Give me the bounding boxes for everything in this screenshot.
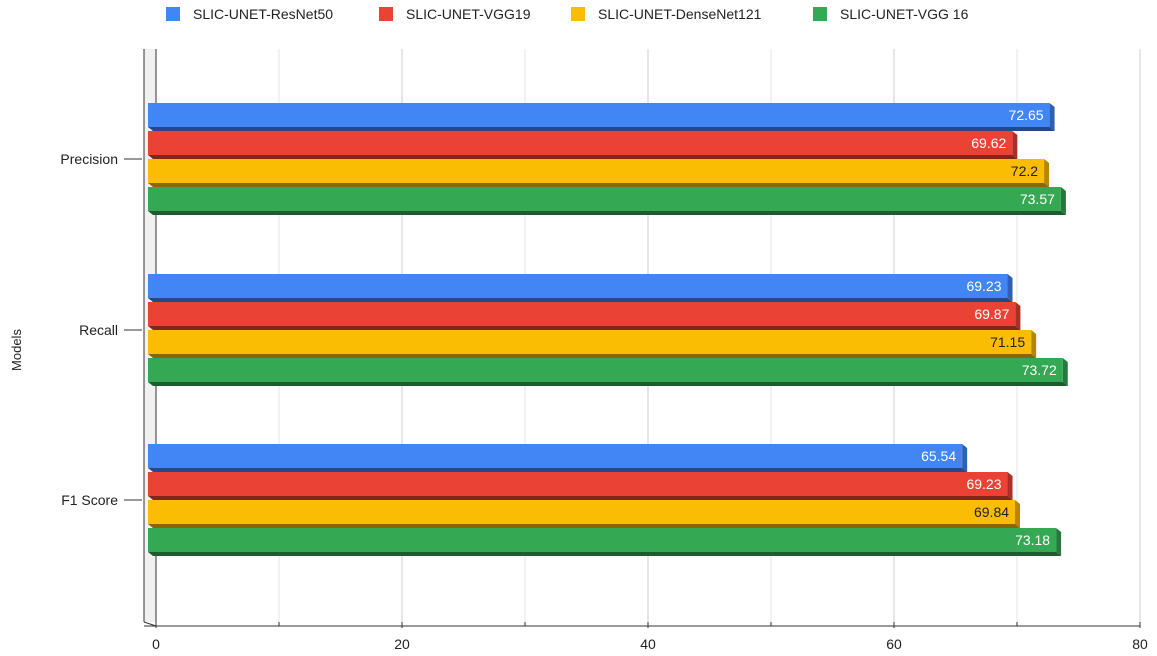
- bar-bottom-face: [148, 468, 968, 472]
- category-label: Recall: [79, 322, 118, 338]
- x-tick-label: 0: [152, 636, 160, 652]
- bar-side-face: [1062, 358, 1068, 386]
- legend-label: SLIC-UNET-ResNet50: [193, 6, 333, 22]
- legend-swatch: [571, 7, 585, 21]
- bar-bottom-face: [148, 354, 1037, 358]
- data-label: 72.65: [1009, 107, 1044, 123]
- bar: [148, 187, 1061, 211]
- category-label: F1 Score: [61, 492, 118, 508]
- bar-bottom-face: [148, 524, 1021, 528]
- bar-bottom-face: [148, 127, 1055, 131]
- data-label: 69.62: [971, 135, 1006, 151]
- bar-side-face: [1007, 274, 1013, 302]
- bar-bottom-face: [148, 211, 1066, 215]
- x-tick-label: 60: [886, 636, 902, 652]
- bar-side-face: [1015, 302, 1021, 330]
- bar-bottom-face: [148, 552, 1062, 556]
- bar: [148, 330, 1032, 354]
- bar-bottom-face: [148, 382, 1068, 386]
- x-tick-label: 40: [640, 636, 656, 652]
- data-label: 73.72: [1022, 362, 1057, 378]
- bar: [148, 159, 1045, 183]
- bar-side-face: [1060, 187, 1066, 215]
- bar-bottom-face: [148, 183, 1050, 187]
- bar-bottom-face: [148, 155, 1018, 159]
- bar: [148, 358, 1063, 382]
- bar: [148, 103, 1050, 127]
- legend-swatch: [166, 7, 180, 21]
- legend-label: SLIC-UNET-DenseNet121: [598, 6, 762, 22]
- data-label: 71.15: [990, 334, 1025, 350]
- bar-bottom-face: [148, 298, 1013, 302]
- bar-side-face: [1044, 159, 1050, 187]
- data-label: 72.2: [1011, 163, 1038, 179]
- legend-label: SLIC-UNET-VGG19: [406, 6, 531, 22]
- wall-floor-line: [143, 621, 157, 627]
- legend-swatch: [379, 7, 393, 21]
- data-label: 69.23: [966, 278, 1001, 294]
- data-label: 65.54: [921, 448, 956, 464]
- data-label: 69.84: [974, 504, 1009, 520]
- data-label: 73.57: [1020, 191, 1055, 207]
- y-axis-title: Models: [9, 329, 24, 371]
- bar-side-face: [1012, 131, 1018, 159]
- bar: [148, 500, 1016, 524]
- data-label: 69.87: [974, 306, 1009, 322]
- legend-swatch: [813, 7, 827, 21]
- bar: [148, 472, 1008, 496]
- bar-side-face: [1049, 103, 1055, 131]
- bar: [148, 528, 1057, 552]
- bar-side-face: [1031, 330, 1037, 358]
- bar-side-face: [1015, 500, 1021, 528]
- data-label: 69.23: [966, 476, 1001, 492]
- legend-label: SLIC-UNET-VGG 16: [840, 6, 969, 22]
- x-tick-label: 20: [394, 636, 410, 652]
- data-label: 73.18: [1015, 532, 1050, 548]
- category-label: Precision: [60, 151, 118, 167]
- bar-side-face: [962, 444, 968, 472]
- bar: [148, 444, 963, 468]
- bar-side-face: [1007, 472, 1013, 500]
- bar: [148, 274, 1008, 298]
- bar-bottom-face: [148, 496, 1013, 500]
- bar-bottom-face: [148, 326, 1021, 330]
- bar: [148, 302, 1016, 326]
- x-tick-label: 80: [1132, 636, 1148, 652]
- bar: [148, 131, 1013, 155]
- bar-side-face: [1056, 528, 1062, 556]
